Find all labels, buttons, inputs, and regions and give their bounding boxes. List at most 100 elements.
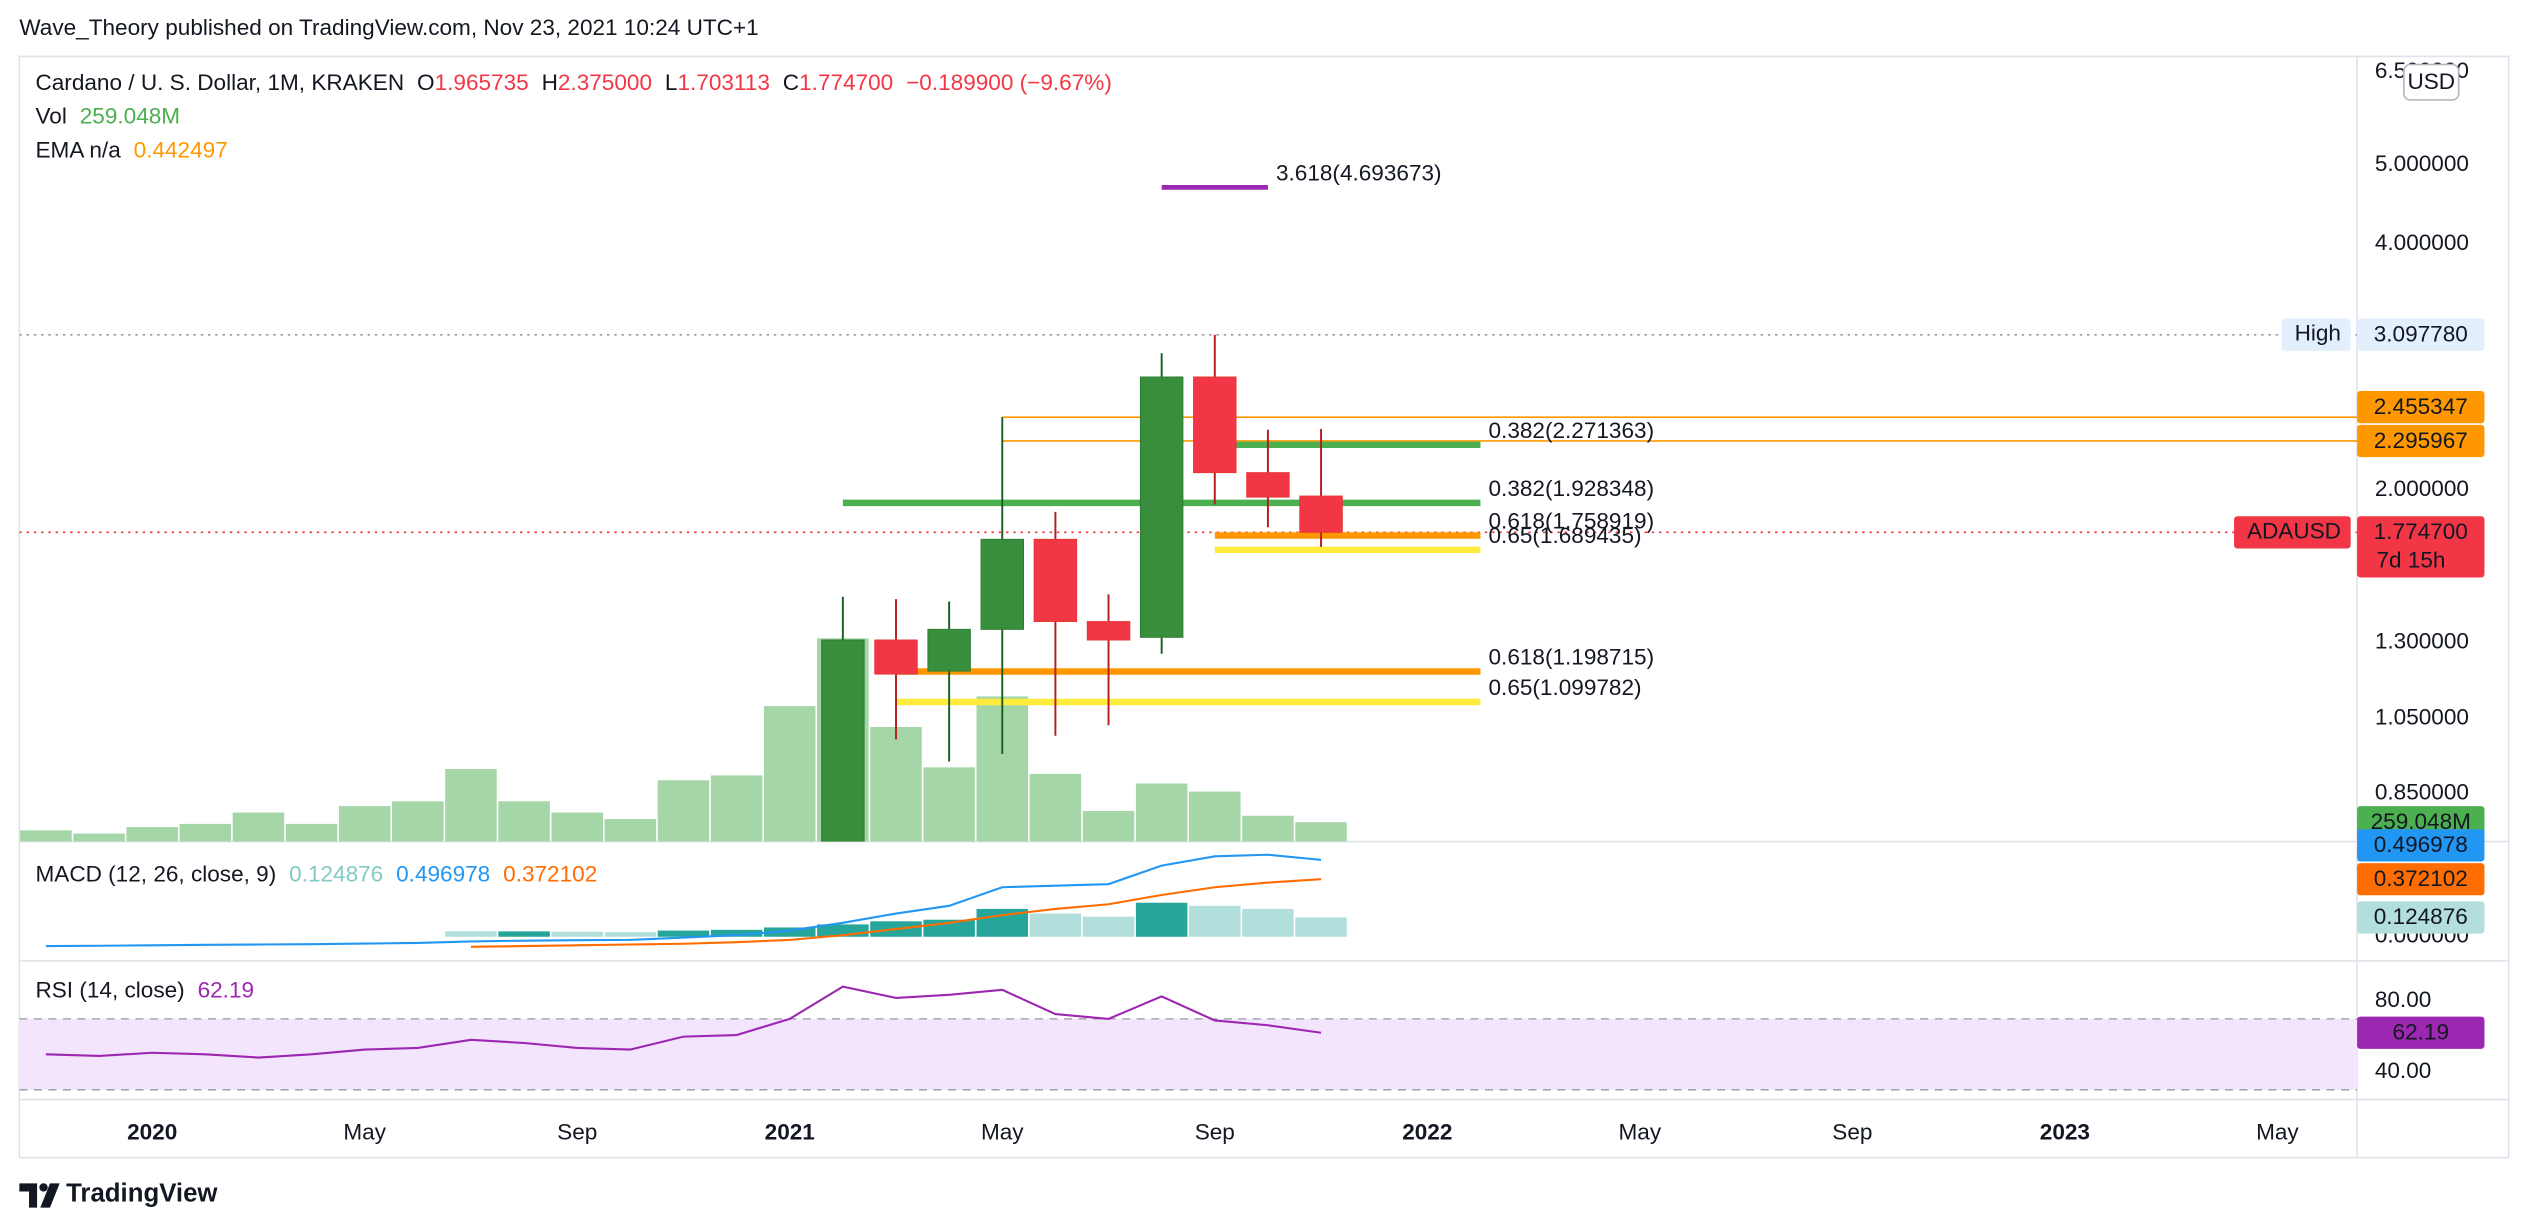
volume-bar: [1189, 791, 1241, 842]
macd-legend: MACD (12, 26, close, 9) 0.124876 0.496978 0…: [35, 861, 597, 886]
currency-box: [2403, 63, 2460, 101]
candle-body: [874, 639, 918, 675]
volume-bar: [232, 812, 285, 842]
volume-bar: [1135, 783, 1188, 842]
candle-body: [1033, 538, 1078, 623]
volume-bar: [20, 830, 72, 842]
price-line-label-extra: 7d 15h: [2376, 547, 2445, 572]
symbol: Cardano / U. S. Dollar, 1M, KRAKEN: [35, 70, 404, 95]
macd-hist-label: 0.124876: [2374, 904, 2468, 929]
currency: USD: [2407, 69, 2455, 94]
volume-value: 259.048M: [80, 104, 180, 129]
price-line-name-box: [2234, 516, 2351, 549]
candle-body: [1086, 621, 1131, 641]
volume-bar: [392, 801, 444, 842]
x-tick-label: Sep: [1832, 1119, 1872, 1144]
ohlc-value: 1.965735: [435, 70, 529, 95]
volume-bar: [179, 823, 232, 842]
volume-bar: [763, 706, 816, 842]
logo-mark: [40, 1183, 60, 1208]
volume-bar: [338, 806, 391, 842]
candle-body: [1246, 472, 1290, 498]
fib-label: 0.618(1.758919): [1489, 509, 1655, 534]
volume-bar: [73, 833, 125, 842]
macd-histogram-bar: [763, 927, 816, 937]
macd-histogram-bar: [551, 931, 603, 937]
volume-bar: [551, 812, 603, 842]
price-line-label-box: [2357, 516, 2485, 578]
y-tick-label: 0.850000: [2375, 779, 2469, 804]
macd-value: 0.372102: [503, 861, 597, 886]
fib-label: 0.65(1.689435): [1489, 523, 1642, 548]
ohlc-key: O: [417, 70, 435, 95]
candle-body: [927, 628, 971, 672]
volume-bar: [498, 801, 550, 842]
change: −0.189900 (−9.67%): [906, 70, 1112, 95]
rsi-label-box: [2357, 1016, 2485, 1049]
macd-line: [470, 878, 1322, 948]
ema-legend: EMA n/a 0.442497: [35, 138, 227, 163]
main-pane: [19, 184, 2358, 842]
x-tick-label: May: [981, 1119, 1024, 1144]
y-tick-label: 4.000000: [2375, 230, 2469, 255]
macd-histogram-bar: [604, 932, 657, 937]
macd-value: 0.496978: [396, 861, 490, 886]
price-line-label-box: [2357, 424, 2485, 458]
rsi-band: [19, 1018, 2358, 1090]
price-line-label-box: [2357, 318, 2485, 351]
fib-label: 0.65(1.099782): [1489, 675, 1642, 700]
candle-body: [1193, 376, 1237, 474]
volume-bar: [126, 827, 178, 842]
volume-bar: [870, 727, 922, 842]
x-tick-label: Sep: [557, 1119, 597, 1144]
main-legend: Cardano / U. S. Dollar, 1M, KRAKEN O1.965…: [35, 70, 1111, 95]
price-line-label-box: [2357, 391, 2485, 424]
volume-legend: Vol 259.048M: [35, 104, 180, 129]
y-tick-label: 2.000000: [2375, 476, 2469, 501]
macd-histogram-bar: [657, 930, 710, 937]
ohlc-key: C: [783, 70, 799, 95]
x-tick-label: 2023: [2040, 1119, 2090, 1144]
volume-bar: [1295, 822, 1347, 842]
price-line-label: 2.295967: [2374, 428, 2468, 453]
x-tick-label: May: [343, 1119, 386, 1144]
rsi-title: RSI (14, close): [35, 978, 184, 1003]
ema-title: EMA n/a: [35, 138, 121, 163]
macd-histogram-bar: [1029, 913, 1082, 937]
macd-histogram-bar: [1135, 902, 1188, 937]
rsi-pane: [19, 985, 2358, 1091]
volume-bar: [604, 819, 657, 842]
macd-title: MACD (12, 26, close, 9): [35, 861, 276, 886]
macd-pane: [45, 853, 1347, 948]
macd-hist-label-box: [2357, 901, 2485, 934]
x-tick-label: 2021: [765, 1119, 815, 1144]
volume-bar: [1082, 810, 1135, 842]
x-tick-label: 2020: [127, 1119, 177, 1144]
fib-label: 0.382(2.271363): [1489, 418, 1655, 443]
x-tick-label: May: [2256, 1119, 2299, 1144]
fib-label: 3.618(4.693673): [1276, 160, 1442, 185]
logo-mark: [19, 1183, 38, 1208]
macd-histogram-bar: [710, 929, 763, 937]
x-tick-label: May: [1619, 1119, 1662, 1144]
price-line-name-box: [2281, 318, 2351, 351]
ema-value: 0.442497: [134, 138, 228, 163]
published-note: Wave_Theory published on TradingView.com…: [19, 15, 758, 40]
macd-histogram-bar: [1242, 908, 1294, 937]
ohlc-value: 2.375000: [558, 70, 652, 95]
volume-title: Vol: [35, 104, 66, 129]
rsi-label: 62.19: [2393, 1020, 2449, 1045]
overlay: 0.850000 1.050000 1.300000 2.000000 4.000000…: [35, 58, 2485, 1144]
brand-logo: [19, 1183, 60, 1208]
x-tick-label: Sep: [1195, 1119, 1235, 1144]
volume-bar: [1029, 773, 1082, 842]
ohlc-key: H: [542, 70, 558, 95]
macd-histogram-bar: [445, 931, 497, 937]
macd-histogram-bar: [1082, 916, 1135, 937]
macd-line-label: 0.496978: [2374, 832, 2468, 857]
volume-bar: [710, 775, 763, 842]
macd-value: 0.124876: [289, 861, 383, 886]
price-line-name: ADAUSD: [2247, 518, 2341, 543]
volume-bar: [285, 823, 338, 842]
